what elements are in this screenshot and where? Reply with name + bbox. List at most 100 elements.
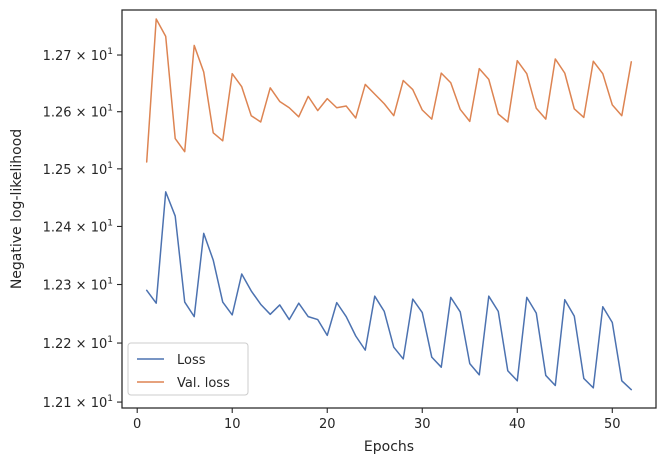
data-point-loss (516, 380, 518, 382)
data-point-loss (317, 319, 319, 321)
data-point-loss (269, 314, 271, 316)
data-point-val-loss (165, 36, 167, 38)
data-point-loss (203, 233, 205, 235)
series-line-val-loss (145, 18, 633, 163)
data-point-val-loss (631, 61, 633, 63)
data-point-loss (174, 215, 176, 217)
data-point-loss (260, 304, 262, 306)
data-point-val-loss (402, 80, 404, 82)
data-point-loss (440, 366, 442, 368)
data-point-val-loss (621, 115, 623, 117)
data-point-loss (611, 322, 613, 324)
data-point-loss (497, 311, 499, 313)
data-point-loss (402, 358, 404, 360)
data-point-val-loss (298, 116, 300, 118)
data-point-loss (621, 380, 623, 382)
data-point-loss (393, 346, 395, 348)
data-point-val-loss (155, 18, 157, 20)
data-point-val-loss (535, 108, 537, 110)
data-point-loss (222, 301, 224, 303)
data-point-val-loss (231, 73, 233, 75)
data-point-val-loss (526, 73, 528, 75)
data-point-val-loss (174, 138, 176, 140)
data-point-val-loss (364, 84, 366, 86)
x-axis-ticks: 0 10 20 30 40 50 (133, 408, 621, 432)
data-point-loss (184, 301, 186, 303)
data-point-val-loss (554, 58, 556, 60)
data-point-loss (307, 316, 309, 318)
data-point-val-loss (440, 72, 442, 74)
data-point-loss (383, 311, 385, 313)
y-tick-label: 1.22 × 101 (43, 335, 113, 352)
data-point-val-loss (431, 118, 433, 120)
data-point-loss (212, 259, 214, 261)
y-tick-label: 1.26 × 101 (43, 104, 113, 121)
data-point-val-loss (421, 109, 423, 111)
legend-label-loss: Loss (177, 353, 206, 368)
data-point-loss (279, 304, 281, 306)
data-point-val-loss (450, 82, 452, 84)
data-point-loss (469, 363, 471, 365)
data-point-loss (193, 316, 195, 318)
series-layer (145, 18, 633, 391)
data-point-val-loss (184, 151, 186, 153)
data-point-loss (431, 356, 433, 358)
data-point-loss (459, 311, 461, 313)
y-axis-label: Negative log-likelihood (9, 129, 25, 289)
data-point-val-loss (317, 110, 319, 112)
data-point-val-loss (602, 73, 604, 75)
x-axis-label: Epochs (364, 439, 414, 455)
data-point-val-loss (497, 113, 499, 115)
data-point-val-loss (488, 79, 490, 81)
data-point-val-loss (393, 115, 395, 117)
x-tick-label: 0 (133, 417, 141, 432)
data-point-loss (631, 389, 633, 391)
data-point-val-loss (279, 101, 281, 103)
data-point-val-loss (307, 96, 309, 98)
data-point-loss (602, 306, 604, 308)
data-point-loss (554, 385, 556, 387)
data-point-val-loss (288, 107, 290, 109)
data-point-loss (535, 312, 537, 314)
data-point-loss (155, 302, 157, 304)
data-point-val-loss (374, 93, 376, 95)
data-point-val-loss (573, 108, 575, 110)
data-point-val-loss (146, 161, 148, 163)
data-point-val-loss (412, 89, 414, 91)
data-point-loss (526, 297, 528, 299)
y-axis-ticks: 1.21 × 101 1.22 × 101 1.23 × 101 1.24 × 101… (43, 47, 122, 411)
data-point-val-loss (203, 71, 205, 73)
data-point-loss (241, 273, 243, 275)
data-point-loss (336, 302, 338, 304)
data-point-loss (488, 295, 490, 297)
y-tick-label: 1.25 × 101 (43, 161, 113, 178)
data-point-val-loss (516, 60, 518, 62)
data-point-loss (374, 295, 376, 297)
y-tick-label: 1.27 × 101 (43, 47, 113, 64)
data-point-val-loss (478, 68, 480, 70)
data-point-loss (564, 299, 566, 301)
data-point-val-loss (241, 86, 243, 88)
data-point-loss (345, 316, 347, 318)
data-point-loss (326, 335, 328, 337)
data-point-loss (545, 375, 547, 377)
data-point-loss (355, 335, 357, 337)
x-tick-label: 10 (224, 417, 241, 432)
series-line-loss (145, 191, 633, 391)
y-tick-label: 1.24 × 101 (43, 218, 113, 235)
plot-frame (121, 9, 657, 409)
data-point-loss (231, 314, 233, 316)
legend-label-val-loss: Val. loss (177, 376, 230, 391)
data-point-loss (364, 349, 366, 351)
data-point-val-loss (459, 109, 461, 111)
data-point-val-loss (193, 45, 195, 47)
data-point-loss (412, 298, 414, 300)
x-tick-label: 20 (319, 417, 336, 432)
data-point-loss (288, 319, 290, 321)
data-point-loss (507, 370, 509, 372)
data-point-loss (298, 302, 300, 304)
data-point-val-loss (545, 118, 547, 120)
data-point-val-loss (250, 115, 252, 117)
legend: Loss Val. loss (127, 342, 249, 396)
data-point-val-loss (469, 121, 471, 123)
